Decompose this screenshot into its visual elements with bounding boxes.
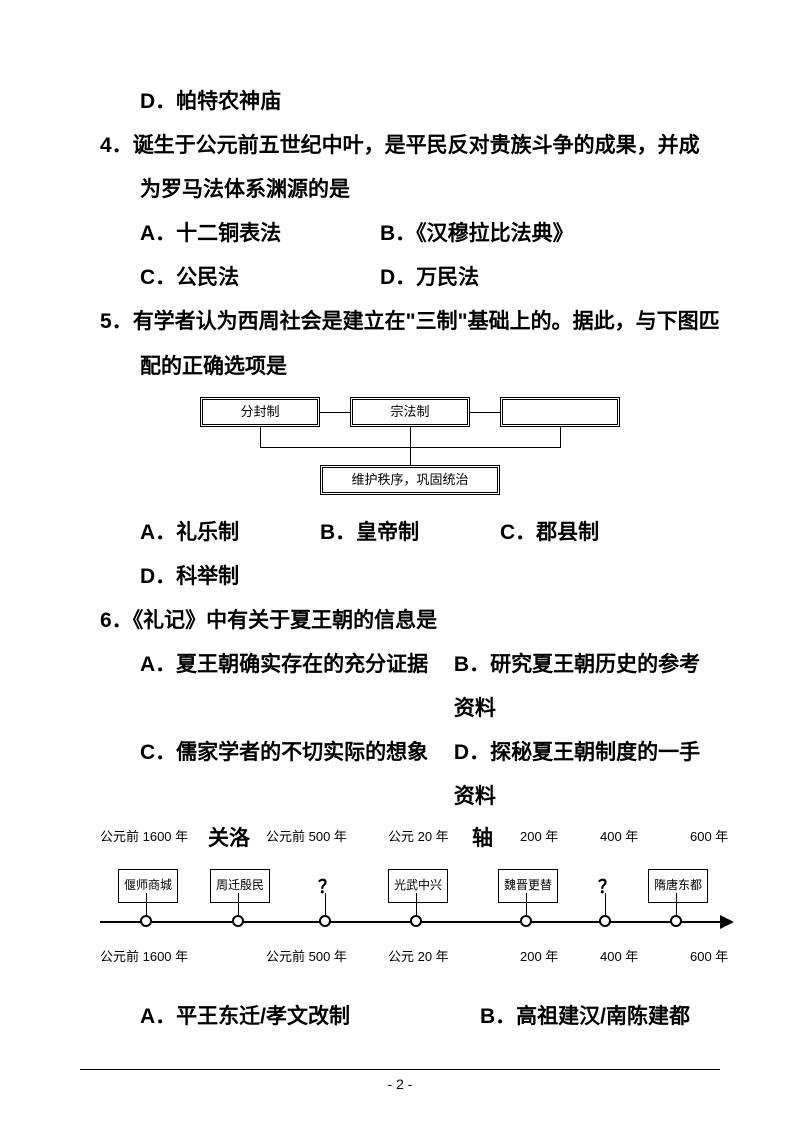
q4-num: 4． — [100, 134, 133, 157]
stick-1 — [238, 893, 239, 915]
stick-2 — [416, 893, 417, 915]
tl-arrow-icon — [720, 915, 734, 929]
q6-optC: C．儒家学者的不切实际的想象 — [140, 731, 454, 819]
tl-top-1: 公元前 500 年 — [266, 823, 347, 850]
q3-optD-label: D． — [140, 90, 176, 113]
q5-box-bottom: 维护秩序，巩固统治 — [320, 465, 500, 495]
q6-row2: C．儒家学者的不切实际的想象 D．探秘夏王朝制度的一手资料 — [100, 731, 720, 819]
q5-num: 5． — [100, 310, 133, 333]
q4-row2: C．公民法 D．万民法 — [100, 256, 720, 300]
q6-num: 6． — [100, 609, 133, 632]
stick-q2 — [605, 893, 606, 915]
node-2 — [410, 915, 422, 927]
q5-optA: A．礼乐制 — [140, 511, 320, 555]
tl-q2: ？ — [598, 869, 616, 907]
tl-box-2: 光武中兴 — [388, 869, 448, 902]
q6-stem-text: 《礼记》中有关于夏王朝的信息是 — [133, 609, 438, 632]
q4-row1: A．十二铜表法 B．《汉穆拉比法典》 — [100, 212, 720, 256]
v-down — [410, 447, 411, 465]
tl-bot-0: 公元前 1600 年 — [100, 943, 188, 970]
stick-4 — [676, 893, 677, 915]
q5-optD: D．科举制 — [100, 555, 720, 599]
q5-box2: 宗法制 — [350, 397, 470, 427]
tl-top-3: 200 年 — [520, 823, 558, 850]
q5-optB: B．皇帝制 — [320, 511, 500, 555]
tl-bot-3: 200 年 — [520, 943, 558, 970]
q5-optC: C．郡县制 — [500, 511, 599, 555]
q7-topline: 公元前 1600 年 关洛 公元前 500 年 公元 20 年 轴 200 年 … — [100, 819, 720, 845]
tl-bot-1: 公元前 500 年 — [266, 943, 347, 970]
q7-optA: A．平王东迁/孝文改制 — [140, 995, 480, 1039]
node-3 — [520, 915, 532, 927]
tl-box-4: 隋唐东都 — [648, 869, 708, 902]
q5-box3 — [500, 397, 620, 427]
q3-optD: D．帕特农神庙 — [100, 80, 720, 124]
tl-top-2: 公元 20 年 — [388, 823, 449, 850]
q3-optD-text: 帕特农神庙 — [176, 90, 281, 113]
q5-box1: 分封制 — [200, 397, 320, 427]
tl-top-0: 公元前 1600 年 — [100, 823, 188, 850]
tl-bot-4: 400 年 — [600, 943, 638, 970]
stick-q1 — [325, 893, 326, 915]
q7-timeline: 偃师商城 周迁殷民 ？ 光武中兴 魏晋更替 ？ 隋唐东都 公元前 1600 年 … — [100, 851, 740, 991]
tl-top-5: 600 年 — [690, 823, 728, 850]
node-4 — [670, 915, 682, 927]
q4-optA: A．十二铜表法 — [140, 212, 380, 256]
stick-0 — [146, 893, 147, 915]
q4-stem: 4．诞生于公元前五世纪中叶，是平民反对贵族斗争的成果，并成为罗马法体系渊源的是 — [100, 124, 720, 212]
q5-row1: A．礼乐制 B．皇帝制 C．郡县制 — [100, 511, 720, 555]
q6-optB: B．研究夏王朝历史的参考资料 — [454, 643, 720, 731]
tl-bot-5: 600 年 — [690, 943, 728, 970]
q6-optD: D．探秘夏王朝制度的一手资料 — [454, 731, 720, 819]
tl-q1: ？ — [318, 869, 336, 907]
v1 — [260, 427, 261, 447]
v3 — [560, 427, 561, 447]
q6-row1: A．夏王朝确实存在的充分证据 B．研究夏王朝历史的参考资料 — [100, 643, 720, 731]
tl-box-0: 偃师商城 — [118, 869, 178, 902]
q6-optA: A．夏王朝确实存在的充分证据 — [140, 643, 454, 731]
tl-box-1: 周迁殷民 — [210, 869, 270, 902]
page-footer: - 2 - — [80, 1069, 720, 1092]
q7-row1: A．平王东迁/孝文改制 B．高祖建汉/南陈建都 — [100, 995, 720, 1039]
q5-stem: 5．有学者认为西周社会是建立在"三制"基础上的。据此，与下图匹配的正确选项是 — [100, 300, 720, 388]
node-0 — [140, 915, 152, 927]
page-content: D．帕特农神庙 4．诞生于公元前五世纪中叶，是平民反对贵族斗争的成果，并成为罗马… — [100, 80, 720, 1039]
conn-1-2 — [320, 412, 350, 413]
q5-stem-text: 有学者认为西周社会是建立在"三制"基础上的。据此，与下图匹配的正确选项是 — [133, 310, 720, 377]
stick-3 — [526, 893, 527, 915]
node-q1 — [319, 915, 331, 927]
conn-2-3 — [470, 412, 500, 413]
v2 — [410, 427, 411, 447]
q5-diagram: 分封制 宗法制 维护秩序，巩固统治 — [100, 397, 720, 507]
q6-stem: 6．《礼记》中有关于夏王朝的信息是 — [100, 599, 720, 643]
page-number: - 2 - — [388, 1076, 413, 1092]
q4-optC: C．公民法 — [140, 256, 380, 300]
tl-box-3: 魏晋更替 — [498, 869, 558, 902]
node-1 — [232, 915, 244, 927]
node-q2 — [599, 915, 611, 927]
q4-stem-text: 诞生于公元前五世纪中叶，是平民反对贵族斗争的成果，并成为罗马法体系渊源的是 — [133, 134, 700, 201]
q4-optD: D．万民法 — [380, 256, 479, 300]
tl-top-4: 400 年 — [600, 823, 638, 850]
tl-bot-2: 公元 20 年 — [388, 943, 449, 970]
q4-optB: B．《汉穆拉比法典》 — [380, 212, 574, 256]
q7-optB: B．高祖建汉/南陈建都 — [480, 995, 690, 1039]
